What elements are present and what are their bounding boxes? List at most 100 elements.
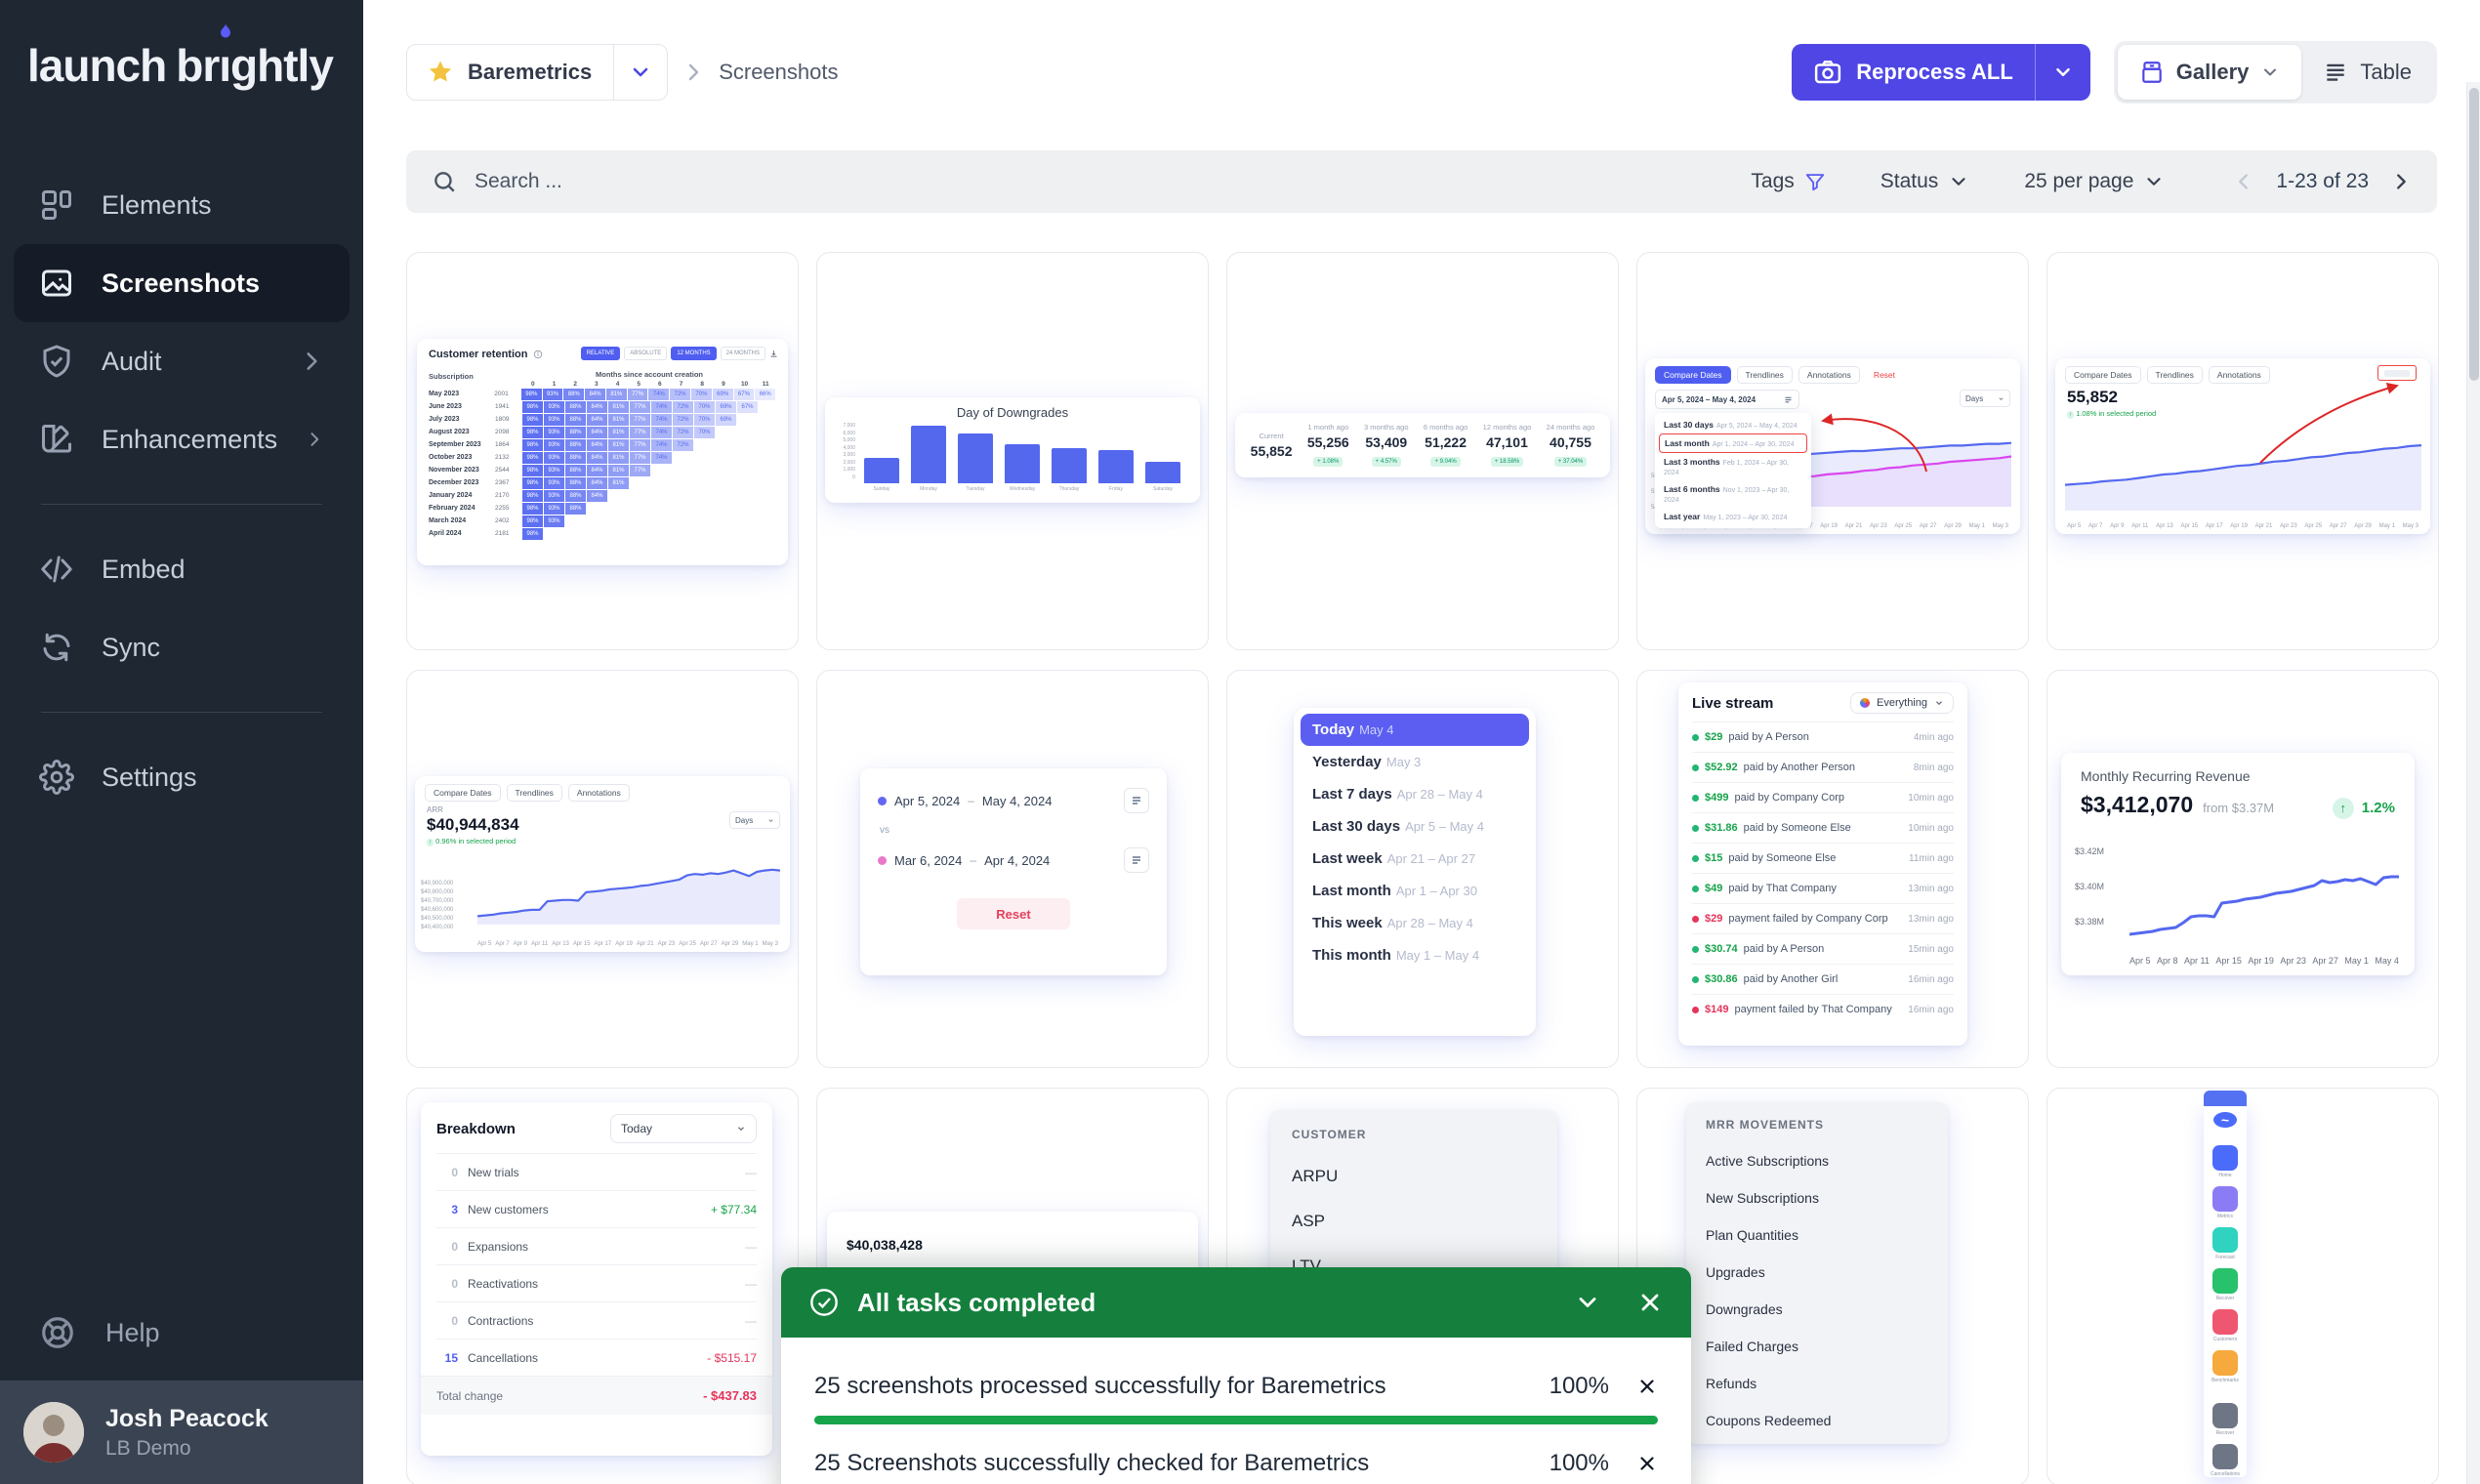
screenshot-card-mrr[interactable]: Monthly Recurring Revenue $3,412,070 fro…: [2046, 670, 2439, 1068]
toast-close-button[interactable]: [1636, 1289, 1664, 1316]
cohort-cell: 93%: [544, 502, 564, 515]
reprocess-dropdown-button[interactable]: [2036, 62, 2090, 83]
menu-item[interactable]: New Subscriptions: [1706, 1190, 1819, 1206]
status-filter[interactable]: Status: [1881, 170, 1970, 193]
screenshot-card-vertical-toolbar[interactable]: ~ Home Metrics Forecast Recover Customers Ben…: [2046, 1088, 2439, 1484]
toolbar-pill[interactable]: Annotations: [1798, 366, 1860, 384]
menu-item[interactable]: Downgrades: [1706, 1301, 1783, 1317]
screenshot-card-customer-retention[interactable]: Customer retention RELATIVE ABSOLUTE 12 MO…: [406, 252, 799, 650]
cohort-cell: 77%: [630, 438, 650, 451]
screenshot-card-breakdown[interactable]: Breakdown Today 0 New trials —3 New custome…: [406, 1088, 799, 1484]
menu-item[interactable]: Last month Apr 1, 2024 – Apr 30, 2024: [1659, 433, 1807, 453]
menu-item[interactable]: Last 6 months Nov 1, 2023 – Apr 30, 2024: [1664, 484, 1790, 504]
menu-item[interactable]: Last year May 1, 2023 – Apr 30, 2024: [1664, 512, 1788, 521]
menu-item[interactable]: Last week Apr 21 – Apr 27: [1312, 850, 1476, 867]
menu-item[interactable]: Last month Apr 1 – Apr 30: [1312, 883, 1477, 899]
search-field[interactable]: [432, 169, 1696, 194]
per-page-selector[interactable]: 25 per page: [2024, 170, 2165, 193]
tile-icon: [2212, 1403, 2238, 1428]
menu-item[interactable]: Upgrades: [1706, 1264, 1765, 1280]
menu-item[interactable]: This month May 1 – May 4: [1312, 947, 1480, 964]
user-menu[interactable]: Josh Peacock LB Demo: [0, 1381, 363, 1484]
tags-filter[interactable]: Tags: [1751, 170, 1825, 193]
search-input[interactable]: [475, 170, 1158, 193]
reprocess-all-button[interactable]: Reprocess ALL: [1792, 44, 2090, 101]
screenshot-card-active-customers-annotation[interactable]: Compare Dates Trendlines Annotations 55,85…: [2046, 252, 2439, 650]
scrollbar-thumb[interactable]: [2469, 88, 2479, 381]
toolbar-pill[interactable]: Annotations: [2208, 366, 2270, 384]
sidebar-item-elements[interactable]: Elements: [14, 166, 350, 244]
toolbar-pill[interactable]: Annotations: [567, 784, 630, 802]
menu-item[interactable]: Last 3 months Feb 1, 2024 – Apr 30, 2024: [1664, 457, 1789, 476]
event-dot: [1692, 975, 1699, 983]
view-toggle-gallery[interactable]: Gallery: [2117, 45, 2302, 100]
project-selector[interactable]: Baremetrics: [406, 44, 669, 101]
cohort-toggle-button[interactable]: 12 MONTHS: [671, 347, 717, 360]
sidebar-item-help[interactable]: Help: [0, 1314, 363, 1381]
download-icon[interactable]: [769, 350, 778, 358]
screenshot-card-date-compare[interactable]: Apr 5, 2024 – May 4, 2024 vs Mar 6, 2024…: [816, 670, 1209, 1068]
project-dropdown-button[interactable]: [614, 61, 667, 84]
cohort-toggle-button[interactable]: ABSOLUTE: [624, 347, 668, 360]
toolbar-tile[interactable]: Cancellations: [2211, 1436, 2240, 1477]
screenshot-card-day-of-downgrades[interactable]: Day of Downgrades 7,000 6,000 5,000 4,000 3,…: [816, 252, 1209, 650]
toolbar-pill[interactable]: Trendlines: [506, 784, 562, 802]
sidebar-item-screenshots[interactable]: Screenshots: [14, 244, 350, 322]
menu-item[interactable]: Failed Charges: [1706, 1339, 1798, 1354]
toolbar-tile[interactable]: Forecast: [2212, 1219, 2238, 1260]
toolbar-tile[interactable]: Benchmarks: [2211, 1342, 2239, 1383]
menu-item[interactable]: Plan Quantities: [1706, 1227, 1798, 1243]
menu-item[interactable]: Yesterday May 3: [1312, 754, 1422, 770]
cohort-toggle-button[interactable]: RELATIVE: [580, 347, 621, 360]
toolbar-pill[interactable]: Trendlines: [2146, 366, 2203, 384]
screenshot-card-customer-comparison[interactable]: Current 55,852 1 month ago 55,256 + 1.08% 3 m…: [1226, 252, 1619, 650]
toolbar-pill[interactable]: Compare Dates: [1655, 366, 1731, 384]
cohort-cell: 98%: [522, 515, 543, 527]
cohort-row: October 2023 2132 98% 93% 88% 84% 81% 77% 74%: [429, 451, 776, 464]
toolbar-tile[interactable]: Home: [2212, 1137, 2238, 1178]
menu-item[interactable]: Last 30 days Apr 5 – May 4: [1312, 818, 1484, 835]
cohort-row: April 2024 2181 98%: [429, 527, 776, 540]
sidebar-item-enhancements[interactable]: Enhancements: [14, 400, 350, 478]
task-dismiss-button[interactable]: [1636, 1376, 1658, 1397]
bar-group: Sunday: [864, 458, 899, 492]
task-dismiss-button[interactable]: [1636, 1453, 1658, 1474]
sidebar-item-sync[interactable]: Sync: [14, 608, 350, 686]
sidebar-item-audit[interactable]: Audit: [14, 322, 350, 400]
cohort-month-col: 5: [637, 381, 641, 388]
toolbar-pill[interactable]: Trendlines: [1736, 366, 1793, 384]
menu-item[interactable]: Active Subscriptions: [1706, 1153, 1830, 1169]
menu-item[interactable]: Last 30 days Apr 5, 2024 – May 4, 2024: [1664, 420, 1798, 430]
menu-item[interactable]: Today May 4: [1301, 714, 1529, 746]
screenshot-card-mrr-movements[interactable]: MRR MOVEMENTS Active Subscriptions New Su…: [1636, 1088, 2029, 1484]
menu-item[interactable]: ARPU: [1292, 1167, 1339, 1185]
page-next-button[interactable]: [2390, 171, 2412, 192]
toolbar-tile[interactable]: Metrics: [2212, 1178, 2238, 1219]
toolbar-tile[interactable]: Recover: [2212, 1260, 2238, 1301]
menu-item[interactable]: This week Apr 28 – May 4: [1312, 915, 1473, 931]
menu-item[interactable]: Refunds: [1706, 1376, 1757, 1391]
toolbar-pill[interactable]: Compare Dates: [2065, 366, 2141, 384]
cohort-cell: 70%: [694, 413, 715, 426]
event-dot: [1692, 854, 1699, 862]
screenshot-card-compare-dates[interactable]: Compare Dates Trendlines Annotations Reset …: [1636, 252, 2029, 650]
toolbar-tile[interactable]: Recover: [2212, 1395, 2238, 1436]
toast-collapse-button[interactable]: [1574, 1289, 1601, 1316]
scrollbar[interactable]: [2466, 82, 2480, 1484]
sidebar-item-settings[interactable]: Settings: [14, 738, 350, 816]
menu-item[interactable]: ASP: [1292, 1212, 1326, 1230]
toolbar-pill[interactable]: Reset: [1865, 367, 1904, 383]
menu-item[interactable]: Coupons Redeemed: [1706, 1413, 1832, 1428]
toolbar-tile[interactable]: Customers: [2212, 1301, 2238, 1342]
screenshot-card-live-stream[interactable]: Live stream Everything $29 paid by A Pers…: [1636, 670, 2029, 1068]
screenshot-card-date-presets[interactable]: Today May 4 Yesterday May 3 Last 7 days Apr 2…: [1226, 670, 1619, 1068]
sidebar-item-embed[interactable]: Embed: [14, 530, 350, 608]
view-toggle-table[interactable]: Table: [2301, 45, 2433, 100]
toolbar-pill[interactable]: Compare Dates: [425, 784, 501, 802]
page-prev-button[interactable]: [2233, 171, 2254, 192]
menu-item[interactable]: Last 7 days Apr 28 – May 4: [1312, 786, 1483, 803]
screenshot-card-arr-chart[interactable]: Compare Dates Trendlines Annotations ARR $…: [406, 670, 799, 1068]
breakdown-row: 0 New trials —: [436, 1153, 757, 1190]
toolbar-header: [2204, 1091, 2247, 1108]
cohort-toggle-button[interactable]: 24 MONTHS: [720, 347, 765, 360]
